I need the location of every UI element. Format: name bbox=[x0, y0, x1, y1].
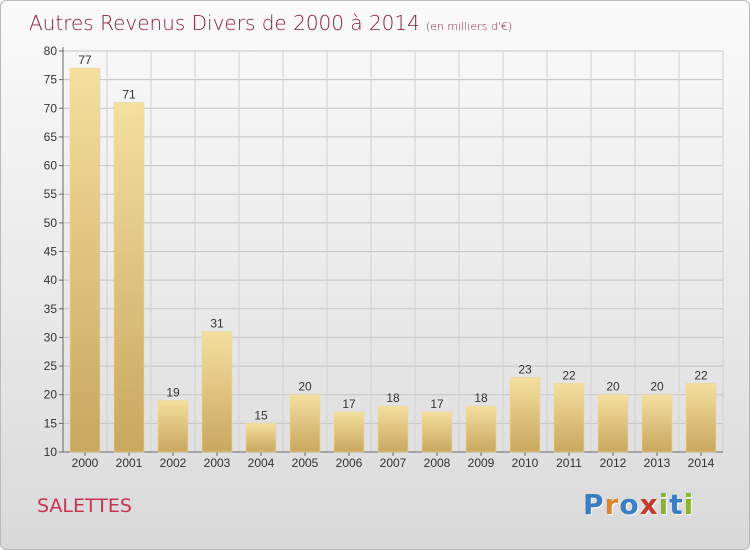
bar-2006 bbox=[333, 411, 365, 453]
chart-title: Autres Revenus Divers de 2000 à 2014 (en … bbox=[29, 11, 512, 35]
x-tick-label-2014: 2014 bbox=[688, 456, 715, 470]
y-tick-label: 10 bbox=[44, 445, 58, 459]
data-label-2013: 20 bbox=[650, 380, 664, 394]
x-tick-label-2005: 2005 bbox=[292, 456, 319, 470]
x-tick-label-2002: 2002 bbox=[160, 456, 187, 470]
y-tick-label: 40 bbox=[44, 273, 58, 287]
y-tick-label: 55 bbox=[44, 187, 58, 201]
bar-2009 bbox=[465, 405, 497, 453]
y-tick-label: 70 bbox=[44, 101, 58, 115]
data-label-2002: 19 bbox=[166, 385, 180, 399]
data-label-2001: 71 bbox=[122, 88, 136, 102]
data-label-2010: 23 bbox=[518, 363, 532, 377]
logo-letter: i bbox=[658, 488, 670, 521]
data-labels: 77 71 19 31 15 20 17 18 17 18 23 22 20 20 22 bbox=[78, 53, 708, 422]
logo-letter: o bbox=[619, 488, 640, 521]
bars bbox=[69, 67, 717, 453]
bar-2011 bbox=[553, 382, 585, 453]
x-tick-label-2000: 2000 bbox=[72, 456, 99, 470]
data-label-2005: 20 bbox=[298, 380, 312, 394]
x-tick-label-2007: 2007 bbox=[380, 456, 407, 470]
x-tick-label-2009: 2009 bbox=[468, 456, 495, 470]
y-tick-label: 25 bbox=[44, 359, 58, 373]
data-label-2009: 18 bbox=[474, 391, 488, 405]
x-tick-label-2008: 2008 bbox=[424, 456, 451, 470]
y-tick-label: 75 bbox=[44, 73, 58, 87]
logo-letter: P bbox=[583, 488, 605, 521]
x-tick-label-2012: 2012 bbox=[600, 456, 627, 470]
logo-letter: i bbox=[683, 488, 695, 521]
y-tick-label: 60 bbox=[44, 159, 58, 173]
x-tick-label-2004: 2004 bbox=[248, 456, 275, 470]
data-label-2000: 77 bbox=[78, 53, 92, 67]
bar-2008 bbox=[421, 411, 453, 453]
x-tick-label-2013: 2013 bbox=[644, 456, 671, 470]
chart-title-text: Autres Revenus Divers de 2000 à 2014 bbox=[29, 11, 420, 35]
y-tick-label: 65 bbox=[44, 130, 58, 144]
bar-2013 bbox=[641, 394, 673, 453]
commune-name: SALETTES bbox=[37, 495, 132, 517]
x-tick-label-2006: 2006 bbox=[336, 456, 363, 470]
data-label-2006: 17 bbox=[342, 397, 356, 411]
data-label-2008: 17 bbox=[430, 397, 444, 411]
bar-2007 bbox=[377, 405, 409, 453]
logo-letter: r bbox=[604, 488, 620, 521]
x-tick-label-2001: 2001 bbox=[116, 456, 143, 470]
y-tick-label: 15 bbox=[44, 416, 58, 430]
y-tick-label: 35 bbox=[44, 302, 58, 316]
y-tick-label: 30 bbox=[44, 330, 58, 344]
logo-letter: x bbox=[639, 488, 659, 521]
x-tick-label-2010: 2010 bbox=[512, 456, 539, 470]
bar-2012 bbox=[597, 394, 629, 453]
bar-2000 bbox=[69, 67, 101, 453]
data-label-2012: 20 bbox=[606, 380, 620, 394]
data-label-2007: 18 bbox=[386, 391, 400, 405]
bar-2014 bbox=[685, 382, 717, 453]
proxiti-logo: Proxiti bbox=[583, 488, 694, 521]
bar-2004 bbox=[245, 423, 277, 453]
logo-letter: t bbox=[669, 488, 684, 521]
data-label-2004: 15 bbox=[254, 408, 268, 422]
x-tick-label-2003: 2003 bbox=[204, 456, 231, 470]
data-label-2011: 22 bbox=[562, 368, 576, 382]
y-tick-label: 50 bbox=[44, 216, 58, 230]
bar-2010 bbox=[509, 377, 541, 453]
bar-2001 bbox=[113, 102, 145, 453]
data-label-2014: 22 bbox=[694, 368, 708, 382]
bar-2003 bbox=[201, 331, 233, 453]
x-tick-label-2011: 2011 bbox=[556, 456, 582, 470]
data-label-2003: 31 bbox=[210, 317, 224, 331]
y-tick-label: 45 bbox=[44, 245, 58, 259]
bar-2002 bbox=[157, 400, 189, 453]
y-tick-label: 20 bbox=[44, 388, 58, 402]
bar-2005 bbox=[289, 394, 321, 453]
y-tick-label: 80 bbox=[44, 44, 58, 58]
chart-unit: (en milliers d'€) bbox=[425, 20, 513, 33]
